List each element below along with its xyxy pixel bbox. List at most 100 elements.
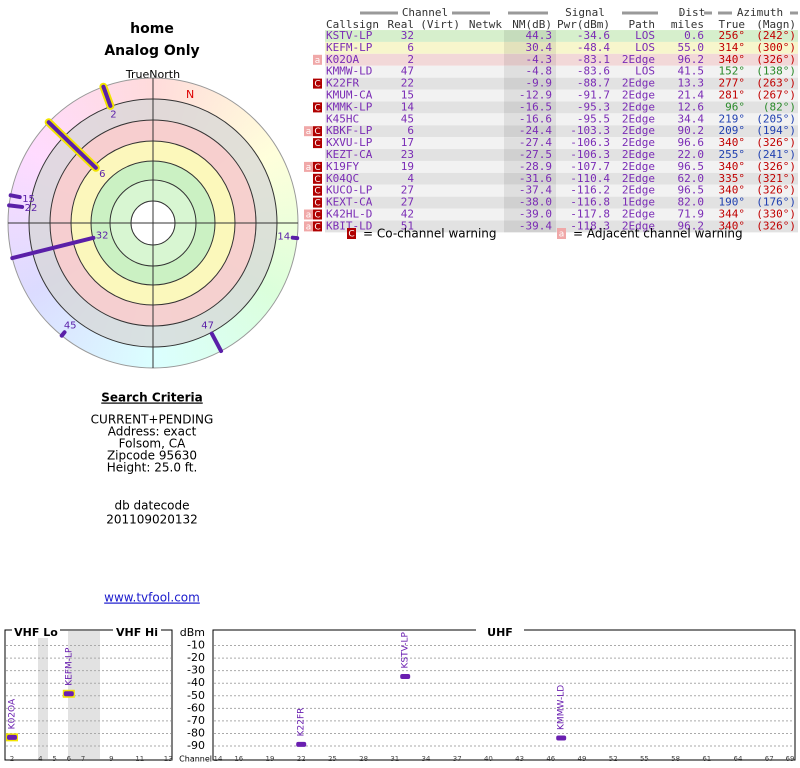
x-tick-label: 34 xyxy=(422,755,431,763)
warning-letter: C xyxy=(314,175,320,185)
cell-true: 281° xyxy=(719,89,746,102)
cell-miles: 55.0 xyxy=(678,41,705,54)
warning-icon xyxy=(304,126,313,137)
warning-icon xyxy=(313,78,322,89)
cell-pwr: -88.7 xyxy=(577,77,610,90)
nm-column-bg xyxy=(504,172,556,185)
cell-path: 2Edge xyxy=(622,89,655,102)
cell-path: LOS xyxy=(635,41,655,54)
site-link[interactable]: www.tvfool.com xyxy=(104,591,200,605)
cell-true: 340° xyxy=(719,219,746,232)
nm-column-bg xyxy=(504,196,556,209)
warning-letter: C xyxy=(314,187,320,197)
cell-real: 6 xyxy=(407,124,414,137)
row-bg xyxy=(325,160,798,173)
row-bg xyxy=(325,149,798,161)
y-tick-label: -40 xyxy=(187,676,205,689)
warning-icon xyxy=(313,197,322,208)
signal-callsign: K22FR xyxy=(297,708,307,737)
cell-real: 51 xyxy=(401,219,414,232)
cell-magn: (82°) xyxy=(763,100,796,113)
title: home xyxy=(130,21,174,37)
warning-icon xyxy=(313,185,322,196)
column-header: Netwk xyxy=(469,18,502,31)
cell-miles: 96.5 xyxy=(678,160,705,173)
cell-nm: -4.3 xyxy=(526,53,553,66)
warning-letter: C xyxy=(314,222,320,232)
nm-column-bg xyxy=(504,208,556,221)
cell-callsign: KUCO-LP xyxy=(326,184,373,197)
cell-real: 2 xyxy=(407,53,414,66)
cell-pwr: -48.4 xyxy=(577,41,610,54)
warning-icon xyxy=(313,126,322,137)
station-line xyxy=(46,120,98,170)
warning-letter: a xyxy=(306,211,312,221)
cell-miles: 34.4 xyxy=(678,112,705,125)
true-north-label: TrueNorth xyxy=(125,68,180,81)
warning-letter: C xyxy=(314,127,320,137)
x-tick-label: 40 xyxy=(484,755,493,763)
nm-column-bg xyxy=(504,125,556,138)
x-tick-label: 11 xyxy=(135,755,144,763)
cell-magn: (330°) xyxy=(756,208,796,221)
cell-path: 2Edge xyxy=(622,219,655,232)
cell-real: 14 xyxy=(401,100,415,113)
cell-pwr: -83.1 xyxy=(577,53,610,66)
y-tick-label: -70 xyxy=(187,714,205,727)
column-header: (Magn) xyxy=(756,18,796,31)
vhf-panel xyxy=(4,629,173,761)
cell-nm: -24.4 xyxy=(519,124,552,137)
cell-real: 17 xyxy=(401,136,414,149)
station-label: 15 xyxy=(22,194,35,205)
y-tick-label: -60 xyxy=(187,701,205,714)
warning-icon xyxy=(313,209,322,220)
column-header: Callsign xyxy=(326,18,379,31)
cell-miles: 41.5 xyxy=(678,65,705,78)
legend-text: = Adjacent channel warning xyxy=(573,227,743,241)
x-tick-label: 13 xyxy=(164,755,173,763)
warning-icon xyxy=(313,102,322,113)
nm-column-bg xyxy=(504,89,556,102)
station-line xyxy=(59,330,67,338)
warning-icon xyxy=(304,161,313,172)
cell-true: 340° xyxy=(719,184,746,197)
x-tick-label: 25 xyxy=(328,755,337,763)
uhf-panel xyxy=(212,629,796,761)
signal-callsign: K02OA xyxy=(8,698,18,729)
cell-nm: -16.6 xyxy=(519,112,552,125)
y-tick-label: -10 xyxy=(187,639,205,652)
signal-bar xyxy=(7,734,17,740)
cell-path: 2Edge xyxy=(622,124,655,137)
row-bg xyxy=(325,137,798,150)
x-tick-label: 64 xyxy=(734,755,743,763)
cell-path: LOS xyxy=(635,29,655,42)
y-tick-label: -20 xyxy=(187,651,205,664)
cell-nm: -38.0 xyxy=(519,196,552,209)
signal-callsign: KMMW-LD xyxy=(557,685,567,730)
cell-path: 2Edge xyxy=(622,208,655,221)
nm-column-bg xyxy=(504,53,556,66)
group-header: Channel xyxy=(402,6,448,19)
search-title: Search Criteria xyxy=(101,391,202,405)
band-label-bg xyxy=(12,627,60,638)
warning-letter: C xyxy=(314,139,320,149)
cell-true: 256° xyxy=(719,29,746,42)
cell-real: 23 xyxy=(401,148,414,161)
x-tick-label: 5 xyxy=(52,755,56,763)
cell-miles: 96.2 xyxy=(678,53,705,66)
cell-nm: 44.3 xyxy=(526,29,553,42)
cell-magn: (326°) xyxy=(756,136,796,149)
x-tick-label: 2 xyxy=(10,755,14,763)
cell-pwr: -103.3 xyxy=(570,124,610,137)
row-bg xyxy=(325,172,798,185)
cell-real: 22 xyxy=(401,77,414,90)
row-bg xyxy=(325,101,798,114)
cell-pwr: -118.3 xyxy=(570,219,610,232)
station-line xyxy=(101,84,113,108)
cell-pwr: -117.8 xyxy=(570,208,610,221)
station-label: 32 xyxy=(96,231,109,242)
column-header: Pwr(dBm) xyxy=(557,18,610,31)
row-bg xyxy=(325,220,798,233)
cell-callsign: K02OA xyxy=(326,53,359,66)
nm-column-bg xyxy=(504,184,556,197)
